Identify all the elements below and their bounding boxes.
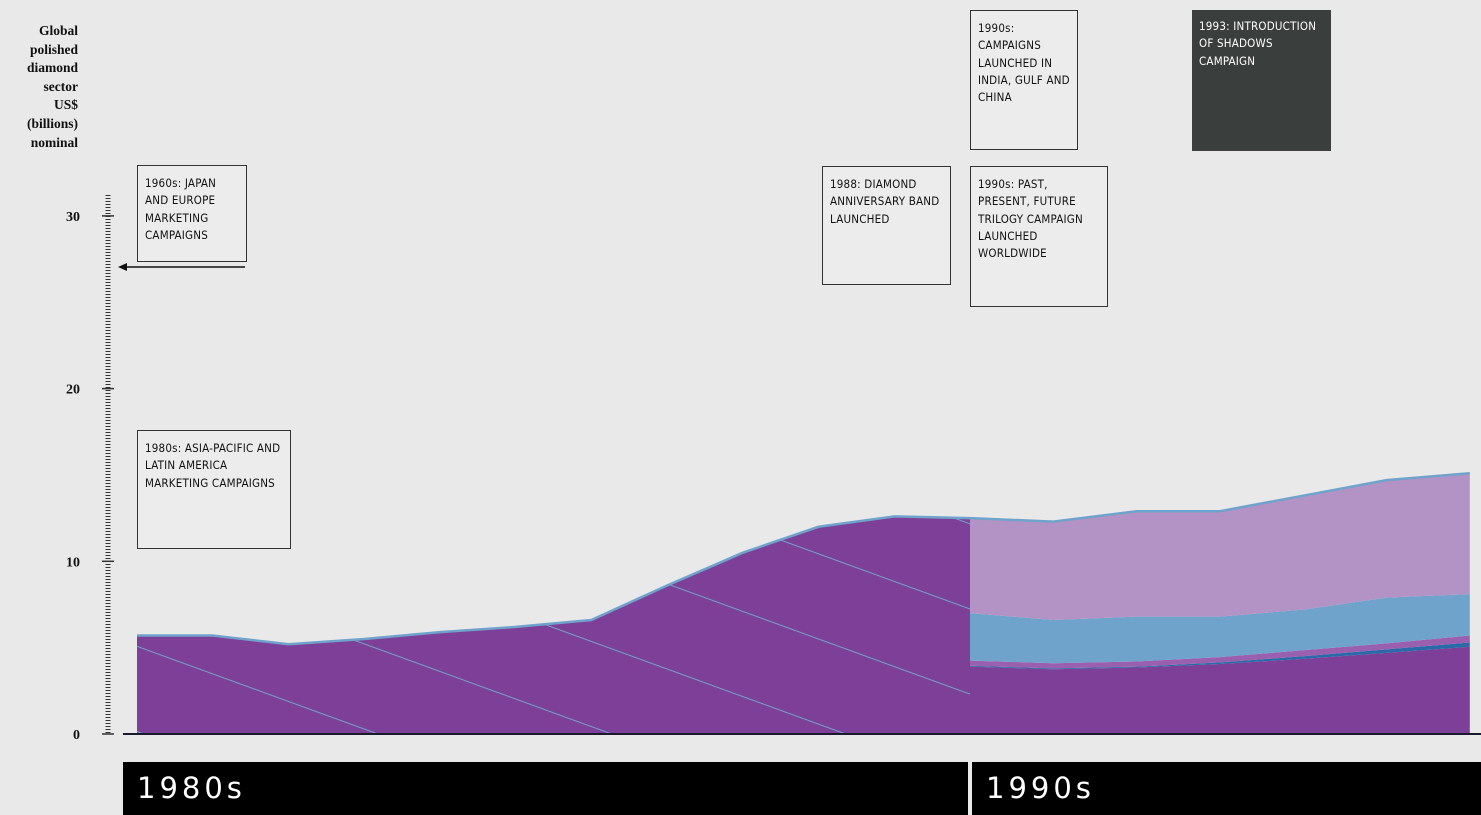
y-tick-label: 10 [66,555,80,570]
stacked-area [970,473,1470,621]
annotation: 1988: DIAMOND ANNIVERSARY BAND LAUNCHED [822,166,951,285]
annotation: 1960s: JAPAN AND EUROPE MARKETING CAMPAI… [137,165,247,262]
annotation: 1980s: ASIA-PACIFIC AND LATIN AMERICA MA… [137,430,291,549]
decade-label: 1990s [972,762,1481,815]
area-outline [969,471,1470,523]
area [137,516,970,734]
y-tick-label: 30 [66,210,80,225]
stacked-area [970,594,1470,664]
stacked-area [970,646,1470,734]
y-tick-label: 20 [66,383,80,398]
stacked-area [970,642,1470,670]
annotation-arrowhead [118,263,127,271]
y-tick-label: 0 [73,728,80,743]
annotation-image: 1993: INTRODUCTION OF SHADOWS CAMPAIGN [1192,10,1331,151]
annotation: 1990s: PAST, PRESENT, FUTURE TRILOGY CAM… [970,166,1108,307]
stacked-area [970,635,1470,669]
y-axis-label: Global polished diamond sector US$ (bill… [26,23,79,150]
decade-label: 1980s [123,762,968,815]
annotation: 1990s: CAMPAIGNS LAUNCHED IN INDIA, GULF… [970,10,1078,150]
area-outline [137,515,971,646]
